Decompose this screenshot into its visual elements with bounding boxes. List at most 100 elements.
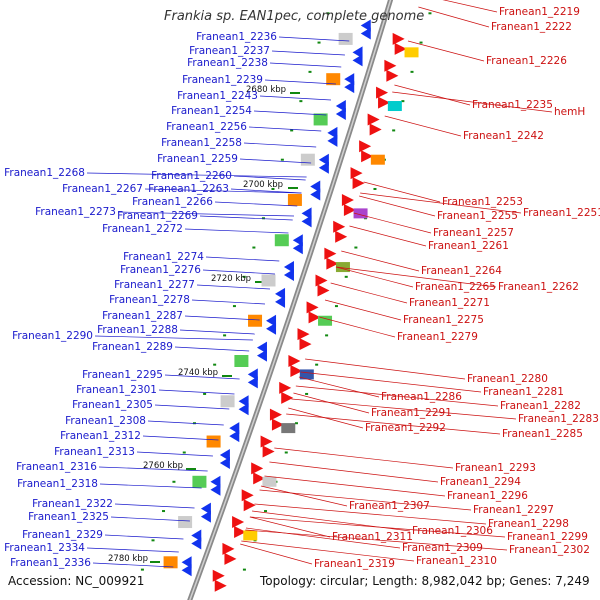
gene-label[interactable]: Franean1_2301 bbox=[76, 384, 157, 396]
gene-label[interactable]: Franean1_2293 bbox=[455, 462, 536, 474]
gene-label[interactable]: Franean1_2334 bbox=[4, 542, 85, 554]
gene-label[interactable]: Franean1_2294 bbox=[440, 476, 521, 488]
gene-label[interactable]: Franean1_2265 bbox=[415, 281, 496, 293]
gene-label[interactable]: Franean1_2242 bbox=[463, 130, 544, 142]
gene-label[interactable]: Franean1_2312 bbox=[60, 430, 141, 442]
reverse-gene-arrow bbox=[200, 502, 211, 515]
kbp-label: 2740 kbp bbox=[178, 368, 218, 378]
gene-label[interactable]: Franean1_2267 bbox=[62, 183, 143, 195]
gene-block bbox=[178, 516, 193, 529]
gene-label[interactable]: Franean1_2272 bbox=[102, 223, 183, 235]
gene-label[interactable]: Franean1_2280 bbox=[467, 373, 548, 385]
callout-line bbox=[245, 527, 401, 549]
gene-label[interactable]: Franean1_2276 bbox=[120, 264, 201, 276]
gene-label[interactable]: Franean1_2254 bbox=[171, 105, 252, 117]
scale-tick bbox=[344, 275, 348, 278]
forward-gene-arrow bbox=[367, 113, 380, 126]
gene-label[interactable]: Franean1_2260 bbox=[151, 170, 232, 182]
gene-label[interactable]: Franean1_2319 bbox=[314, 558, 395, 570]
forward-gene-arrow bbox=[269, 408, 282, 421]
gene-label[interactable]: Franean1_2286 bbox=[381, 391, 462, 403]
gene-label[interactable]: Franean1_2310 bbox=[416, 555, 497, 567]
gene-label[interactable]: Franean1_2268 bbox=[4, 167, 85, 179]
gene-label[interactable]: Franean1_2298 bbox=[488, 518, 569, 530]
gene-label[interactable]: Franean1_2283 bbox=[518, 413, 599, 425]
gene-label[interactable]: Franean1_2259 bbox=[157, 153, 238, 165]
gene-label[interactable]: Franean1_2292 bbox=[365, 422, 446, 434]
gene-label[interactable]: Franean1_2329 bbox=[22, 529, 103, 541]
gene-label[interactable]: Franean1_2261 bbox=[428, 240, 509, 252]
gene-label[interactable]: Franean1_2251 bbox=[523, 207, 600, 219]
gene-label[interactable]: Franean1_2279 bbox=[397, 331, 478, 343]
gene-label[interactable]: Franean1_2219 bbox=[499, 6, 580, 18]
reverse-gene-arrow bbox=[301, 215, 312, 228]
callout-line bbox=[144, 188, 302, 194]
gene-label[interactable]: Franean1_2271 bbox=[409, 297, 490, 309]
gene-label[interactable]: Franean1_2263 bbox=[148, 183, 229, 195]
gene-label[interactable]: Franean1_2305 bbox=[72, 399, 153, 411]
callout-line bbox=[259, 95, 332, 101]
gene-label[interactable]: Franean1_2273 bbox=[35, 206, 116, 218]
gene-block bbox=[335, 262, 350, 273]
gene-label[interactable]: Franean1_2264 bbox=[421, 265, 502, 277]
gene-block bbox=[313, 113, 328, 126]
gene-label[interactable]: Franean1_2238 bbox=[187, 57, 268, 69]
gene-label[interactable]: Franean1_2336 bbox=[10, 557, 91, 569]
gene-label[interactable]: Franean1_2297 bbox=[473, 504, 554, 516]
gene-label[interactable]: Franean1_2253 bbox=[442, 196, 523, 208]
gene-label[interactable]: Franean1_2295 bbox=[82, 369, 163, 381]
gene-label[interactable]: Franean1_2274 bbox=[123, 251, 204, 263]
gene-label[interactable]: Franean1_2281 bbox=[483, 386, 564, 398]
gene-label[interactable]: Franean1_2309 bbox=[402, 542, 483, 554]
reverse-gene-arrow bbox=[283, 261, 294, 274]
gene-label[interactable]: Franean1_2313 bbox=[54, 446, 135, 458]
gene-label[interactable]: Franean1_2302 bbox=[509, 544, 590, 556]
gene-label[interactable]: Franean1_2308 bbox=[65, 415, 146, 427]
scale-tick bbox=[419, 41, 423, 44]
gene-label[interactable]: Franean1_2289 bbox=[92, 341, 173, 353]
gene-label[interactable]: Franean1_2325 bbox=[28, 511, 109, 523]
reverse-gene-arrow bbox=[360, 19, 371, 32]
forward-gene-arrow bbox=[279, 381, 292, 394]
right-gene-labels: Franean1_2219 Franean1_2222 Franean1_222… bbox=[314, 6, 600, 570]
gene-label[interactable]: Franean1_2316 bbox=[16, 461, 97, 473]
gene-label[interactable]: Franean1_2277 bbox=[114, 279, 195, 291]
gene-label[interactable]: Franean1_2306 bbox=[412, 525, 493, 537]
gene-label[interactable]: Franean1_2285 bbox=[502, 428, 583, 440]
callout-line bbox=[360, 192, 522, 214]
gene-label[interactable]: Franean1_2311 bbox=[332, 531, 413, 543]
reverse-gene-arrow bbox=[219, 456, 230, 469]
gene-label[interactable]: Franean1_2269 bbox=[117, 210, 198, 222]
callout-line bbox=[233, 175, 306, 181]
gene-label[interactable]: Franean1_2282 bbox=[500, 400, 581, 412]
gene-block bbox=[261, 274, 276, 287]
gene-label[interactable]: Franean1_2290 bbox=[12, 330, 93, 342]
gene-label[interactable]: Franean1_2239 bbox=[182, 74, 263, 86]
gene-label[interactable]: Franean1_2288 bbox=[97, 324, 178, 336]
gene-label[interactable]: Franean1_2222 bbox=[491, 21, 572, 33]
gene-label[interactable]: Franean1_2237 bbox=[189, 45, 270, 57]
gene-label[interactable]: Franean1_2256 bbox=[166, 121, 247, 133]
gene-label[interactable]: Franean1_2255 bbox=[437, 210, 518, 222]
gene-label[interactable]: Franean1_2278 bbox=[109, 294, 190, 306]
gene-label[interactable]: Franean1_2299 bbox=[507, 531, 588, 543]
gene-label[interactable]: Franean1_2296 bbox=[447, 490, 528, 502]
gene-label[interactable]: Franean1_2291 bbox=[371, 407, 452, 419]
callout-line bbox=[248, 126, 322, 132]
gene-label[interactable]: Franean1_2243 bbox=[177, 90, 258, 102]
gene-label[interactable]: Franean1_2307 bbox=[349, 500, 430, 512]
gene-label[interactable]: Franean1_2266 bbox=[132, 196, 213, 208]
gene-label[interactable]: Franean1_2226 bbox=[486, 55, 567, 67]
gene-label[interactable]: Franean1_2262 bbox=[498, 281, 579, 293]
gene-label[interactable]: Franean1_2235 bbox=[472, 99, 553, 111]
gene-label[interactable]: Franean1_2258 bbox=[161, 137, 242, 149]
callout-line bbox=[154, 404, 230, 410]
gene-label[interactable]: Franean1_2318 bbox=[17, 478, 98, 490]
gene-label[interactable]: Franean1_2322 bbox=[32, 498, 113, 510]
gene-label[interactable]: Franean1_2257 bbox=[433, 227, 514, 239]
gene-label[interactable]: hemH bbox=[554, 106, 585, 118]
gene-label[interactable]: Franean1_2275 bbox=[403, 314, 484, 326]
gene-label[interactable]: Franean1_2236 bbox=[196, 31, 277, 43]
forward-gene-arrow bbox=[376, 86, 389, 99]
gene-label[interactable]: Franean1_2287 bbox=[102, 310, 183, 322]
